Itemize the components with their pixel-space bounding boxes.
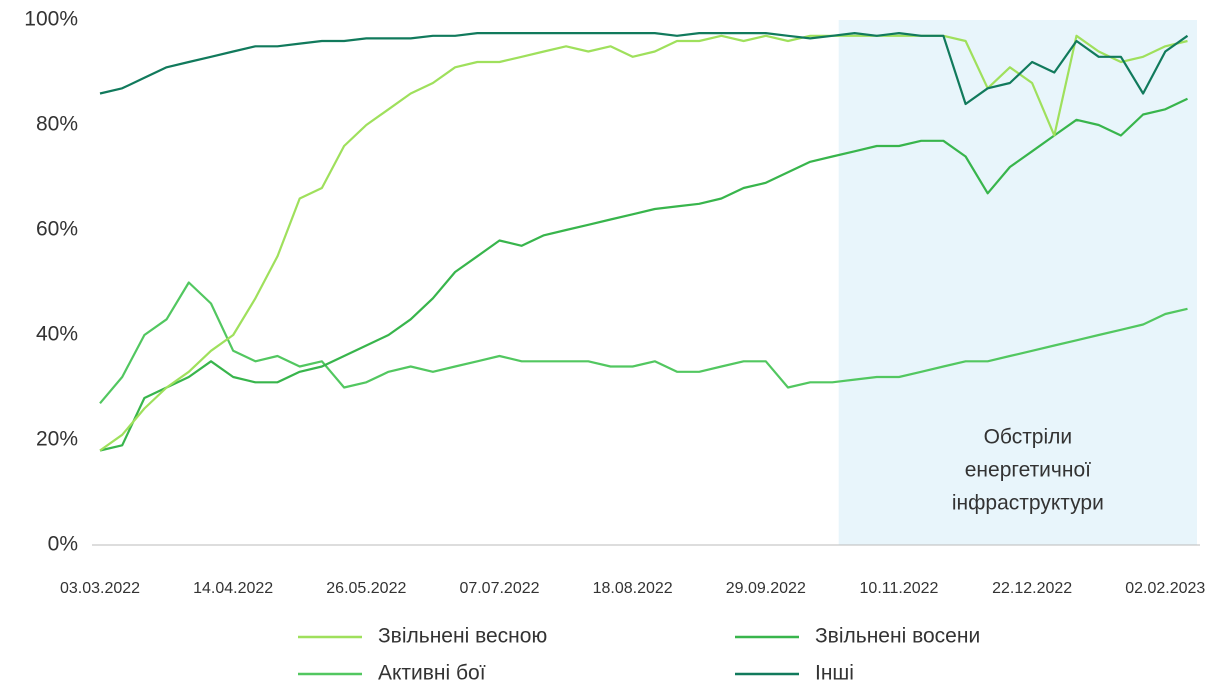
y-tick-label: 60% (36, 218, 78, 241)
legend-label: Звільнені весною (378, 625, 547, 648)
shade-label: енергетичної (965, 459, 1091, 482)
legend-label: Інші (815, 662, 854, 683)
x-tick-label: 14.04.2022 (193, 580, 273, 597)
series-line (99, 97, 1188, 452)
shade-label: Обстріли (984, 426, 1073, 449)
x-tick-label: 10.11.2022 (860, 580, 939, 597)
y-tick-label: 20% (36, 428, 78, 451)
y-tick-label: 0% (48, 533, 78, 556)
shaded-range (838, 20, 1197, 545)
series-line (99, 32, 1189, 106)
x-tick-label: 22.12.2022 (992, 580, 1072, 597)
y-tick-label: 80% (36, 113, 78, 136)
x-tick-label: 18.08.2022 (593, 580, 673, 597)
x-tick-label: 07.07.2022 (459, 580, 539, 597)
x-tick-label: 26.05.2022 (326, 580, 406, 597)
y-tick-label: 100% (24, 8, 78, 31)
x-tick-label: 29.09.2022 (726, 580, 806, 597)
legend-label: Активні бої (378, 662, 486, 683)
y-tick-label: 40% (36, 323, 78, 346)
x-tick-label: 03.03.2022 (60, 580, 140, 597)
x-tick-label: 02.02.2023 (1125, 580, 1205, 597)
series-line (99, 281, 1188, 405)
series-line (99, 34, 1188, 452)
shade-label: інфраструктури (952, 492, 1104, 515)
legend-label: Звільнені восени (815, 625, 980, 648)
